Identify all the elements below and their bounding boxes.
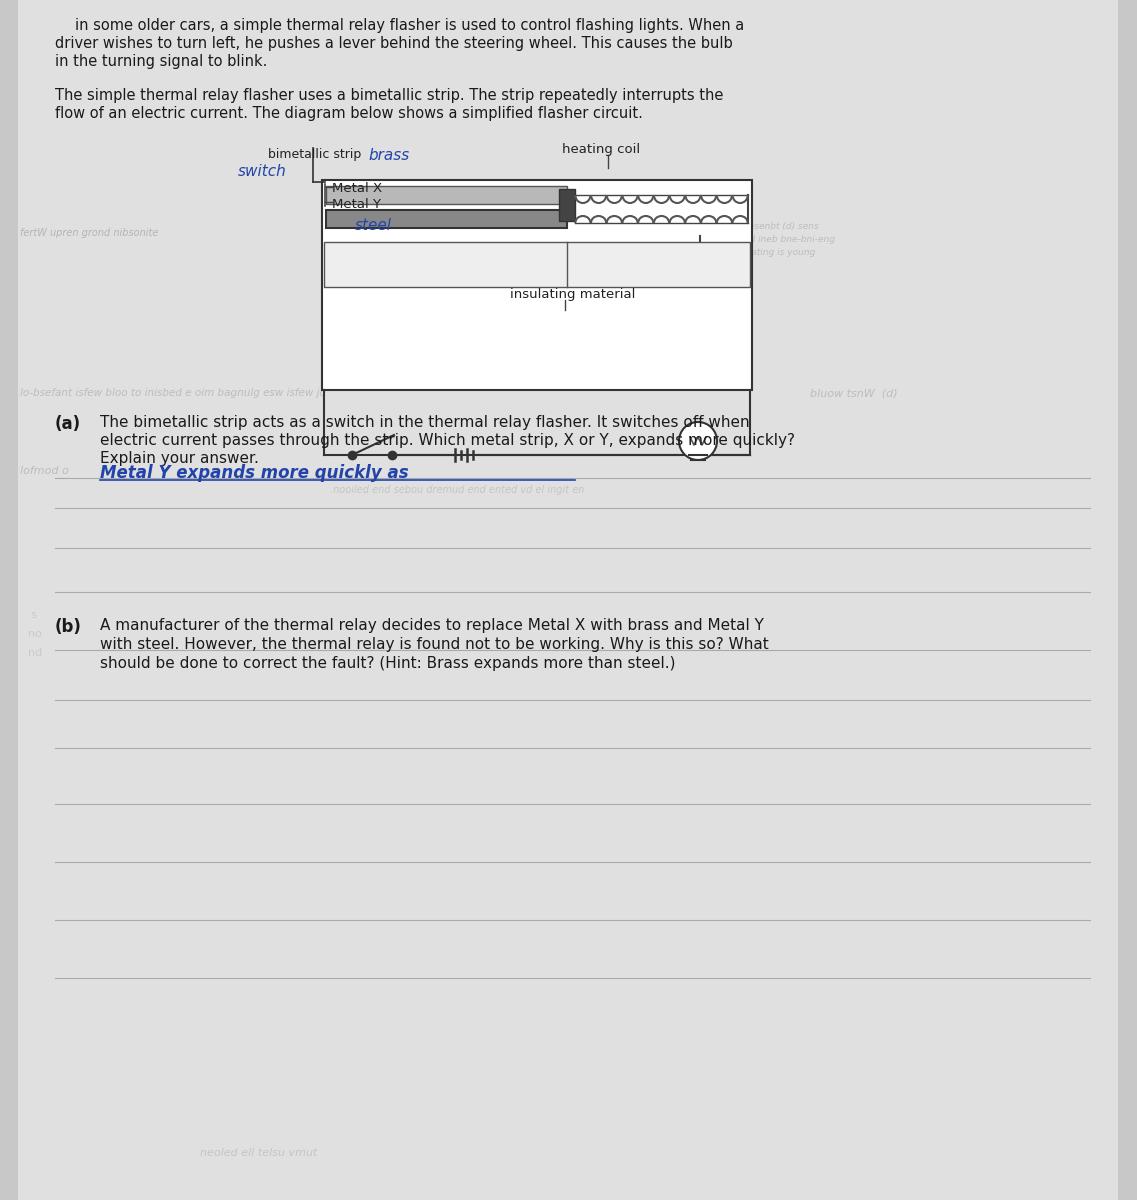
Text: The bimetallic strip acts as a switch in the thermal relay flasher. It switches : The bimetallic strip acts as a switch in… xyxy=(100,415,749,430)
Text: bimetallic strip: bimetallic strip xyxy=(268,148,362,161)
Text: nd: nd xyxy=(28,648,42,658)
Text: no: no xyxy=(28,629,42,638)
Text: ertupsenbt (d) sens: ertupsenbt (d) sens xyxy=(730,222,819,230)
Text: flow of an electric current. The diagram below shows a simplified flasher circui: flow of an electric current. The diagram… xyxy=(55,106,642,121)
Text: steel: steel xyxy=(355,218,392,233)
Text: bluow tsnW  (d): bluow tsnW (d) xyxy=(810,388,897,398)
Text: should be done to correct the fault? (Hint: Brass expands more than steel.): should be done to correct the fault? (Hi… xyxy=(100,656,675,671)
Circle shape xyxy=(679,422,717,460)
Bar xyxy=(326,186,567,204)
Text: switch: switch xyxy=(238,164,287,179)
Text: (a): (a) xyxy=(55,415,81,433)
Text: with steel. However, the thermal relay is found not to be working. Why is this s: with steel. However, the thermal relay i… xyxy=(100,637,769,652)
Text: heating coil: heating coil xyxy=(562,143,640,156)
Text: s: s xyxy=(30,610,35,620)
Text: Explain your answer.: Explain your answer. xyxy=(100,451,259,466)
Text: fertW upren grond nibsonite: fertW upren grond nibsonite xyxy=(20,228,158,238)
Text: insulating material: insulating material xyxy=(511,288,636,301)
Text: The simple thermal relay flasher uses a bimetallic strip. The strip repeatedly i: The simple thermal relay flasher uses a … xyxy=(55,88,723,103)
Text: insulating is young: insulating is young xyxy=(730,248,815,257)
Text: in some older cars, a simple thermal relay flasher is used to control flashing l: in some older cars, a simple thermal rel… xyxy=(75,18,745,32)
Text: neoled ell telsu vmut: neoled ell telsu vmut xyxy=(200,1148,317,1158)
Text: lo-bsefant isfew bloo to inisbed e oim bagnulg esw isfew jo: lo-bsefant isfew bloo to inisbed e oim b… xyxy=(20,388,326,398)
Bar xyxy=(324,242,750,287)
Bar xyxy=(559,188,575,221)
Text: Metal Y: Metal Y xyxy=(332,198,381,211)
Bar xyxy=(326,210,567,228)
Text: in the turning signal to blink.: in the turning signal to blink. xyxy=(55,54,267,68)
Text: driver wishes to turn left, he pushes a lever behind the steering wheel. This ca: driver wishes to turn left, he pushes a … xyxy=(55,36,732,50)
Text: lofmod o: lofmod o xyxy=(20,466,68,476)
Text: brass: brass xyxy=(368,148,409,163)
Bar xyxy=(322,180,752,390)
Text: electric current passes through the strip. Which metal strip, X or Y, expands mo: electric current passes through the stri… xyxy=(100,433,795,448)
Text: A manufacturer of the thermal relay decides to replace Metal X with brass and Me: A manufacturer of the thermal relay deci… xyxy=(100,618,764,634)
Text: .nooiled end sebou dremud end ented vd el ingit en: .nooiled end sebou dremud end ented vd e… xyxy=(330,485,584,494)
Text: (b): (b) xyxy=(55,618,82,636)
Text: Metal X: Metal X xyxy=(332,182,382,194)
Text: biged ineb bne-bni-eng: biged ineb bne-bni-eng xyxy=(730,235,835,244)
Text: Metal Y expands more quickly as: Metal Y expands more quickly as xyxy=(100,464,408,482)
